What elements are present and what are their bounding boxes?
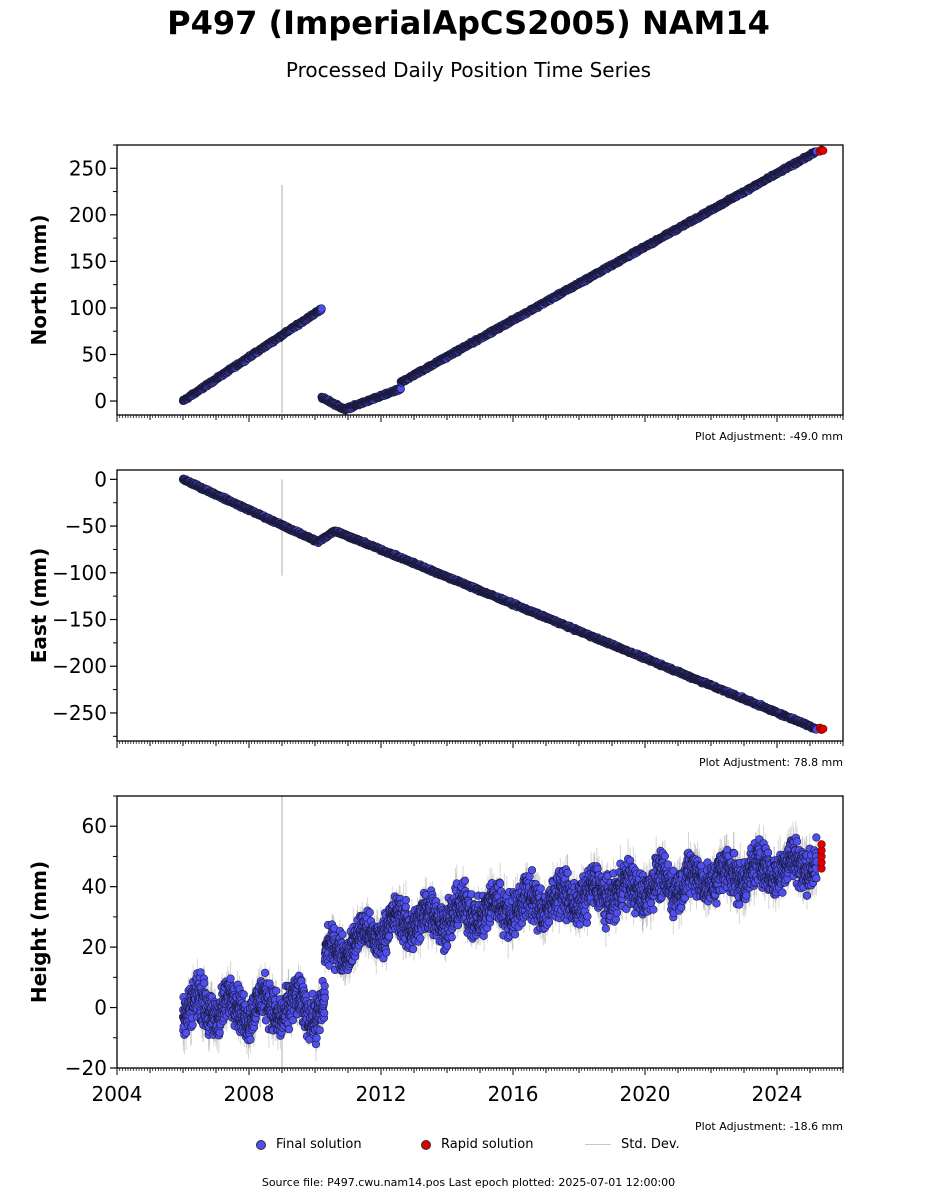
y-tick-label: 250	[69, 156, 107, 180]
final-point	[317, 304, 326, 313]
plot-adjustment-label: Plot Adjustment: -49.0 mm	[695, 430, 843, 443]
rapid-point	[819, 146, 828, 155]
y-axis-label: North (mm)	[27, 214, 51, 345]
y-tick-label: 200	[69, 203, 107, 227]
rapid-solution-points	[815, 145, 828, 156]
final-solution-points	[178, 474, 821, 734]
y-tick-label: 50	[82, 342, 107, 366]
final-solution-points	[178, 147, 821, 415]
y-tick-label: 150	[69, 249, 107, 273]
page-title: P497 (ImperialApCS2005) NAM14	[167, 4, 770, 42]
panel-north: 0 50 100 150 200 250 North (mm) Plot Adjustment…	[27, 144, 844, 443]
page-subtitle: Processed Daily Position Time Series	[285, 58, 652, 82]
y-tick-label: 0	[94, 389, 107, 413]
y-tick-label: 100	[69, 296, 107, 320]
